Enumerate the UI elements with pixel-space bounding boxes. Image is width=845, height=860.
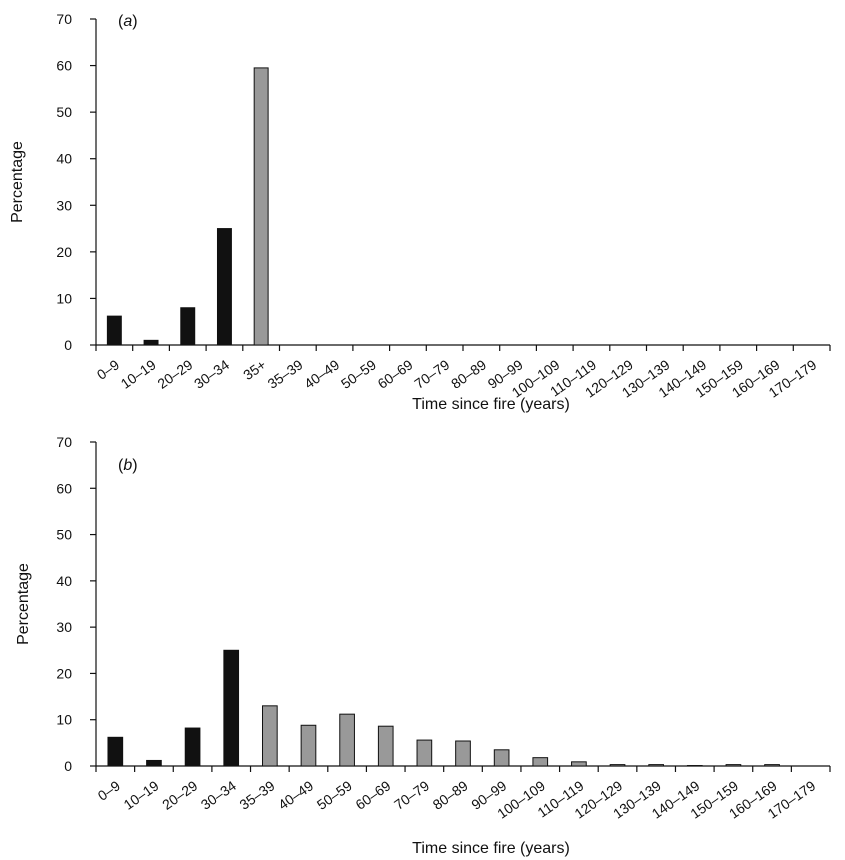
bar xyxy=(416,739,433,767)
x-tick-label: 30–34 xyxy=(191,356,232,392)
bar xyxy=(725,764,742,767)
y-tick-label: 50 xyxy=(56,527,72,543)
bar xyxy=(146,759,162,767)
y-tick-label: 60 xyxy=(56,480,72,496)
x-tick-label: 60–69 xyxy=(352,777,393,813)
panel-label: (a) xyxy=(118,13,138,30)
x-tick-label: 40–49 xyxy=(275,777,316,813)
bar xyxy=(262,705,278,767)
x-tick-label: 80–89 xyxy=(448,356,489,392)
bar xyxy=(216,228,232,346)
y-axis-title: Percentage xyxy=(15,563,32,645)
panel-letter: a xyxy=(123,13,132,30)
y-tick-label: 30 xyxy=(56,619,72,635)
y-tick-label: 0 xyxy=(64,337,72,353)
bar xyxy=(764,764,780,767)
x-tick-label: 30–34 xyxy=(198,777,239,813)
bar xyxy=(300,724,317,767)
y-tick-label: 10 xyxy=(56,712,72,728)
x-tick-label: 60–69 xyxy=(375,356,416,392)
x-axis-title: Time since fire (years) xyxy=(412,396,570,413)
x-axis-title: Time since fire (years) xyxy=(412,840,570,857)
bar xyxy=(223,649,240,767)
x-tick-label: 50–59 xyxy=(314,777,355,813)
x-tick-label: 50–59 xyxy=(338,356,379,392)
x-tick-label: 10–19 xyxy=(121,777,162,813)
y-tick-label: 20 xyxy=(56,244,72,260)
bar xyxy=(106,315,122,346)
y-tick-label: 70 xyxy=(56,434,72,450)
bar xyxy=(143,339,159,346)
x-tick-label: 70–79 xyxy=(411,356,452,392)
panel-label: (b) xyxy=(118,457,138,474)
x-tick-label: 0–9 xyxy=(95,777,123,804)
y-tick-label: 20 xyxy=(56,665,72,681)
bar xyxy=(180,307,196,346)
bar xyxy=(377,725,394,767)
x-tick-label: 70–79 xyxy=(391,777,432,813)
x-tick-label: 20–29 xyxy=(159,777,200,813)
x-tick-label: 10–19 xyxy=(118,356,159,392)
y-tick-label: 0 xyxy=(64,758,72,774)
y-tick-label: 10 xyxy=(56,290,72,306)
x-tick-label: 35–39 xyxy=(236,777,277,813)
bar xyxy=(107,736,124,767)
panel-letter: b xyxy=(123,457,132,474)
bar xyxy=(609,764,626,767)
bar xyxy=(184,727,201,767)
x-tick-label: 80–89 xyxy=(430,777,471,813)
bar xyxy=(571,761,587,767)
bar xyxy=(532,757,549,767)
x-tick-label: 40–49 xyxy=(301,356,342,392)
x-tick-label: 20–29 xyxy=(154,356,195,392)
bar xyxy=(339,713,355,767)
y-tick-label: 70 xyxy=(56,11,72,27)
bar xyxy=(648,764,664,767)
bar xyxy=(493,749,510,767)
y-tick-label: 40 xyxy=(56,573,72,589)
y-tick-label: 30 xyxy=(56,197,72,213)
y-tick-label: 60 xyxy=(56,58,72,74)
y-tick-label: 50 xyxy=(56,104,72,120)
y-axis-title: Percentage xyxy=(9,141,26,223)
bar xyxy=(455,740,471,767)
panel-b: 0 10 20 30 40 50 60 70 0–910–1920–2930–3435–3940… xyxy=(15,434,831,857)
x-tick-label: 35–39 xyxy=(264,356,305,392)
bar xyxy=(253,67,269,346)
y-tick-label: 40 xyxy=(56,151,72,167)
